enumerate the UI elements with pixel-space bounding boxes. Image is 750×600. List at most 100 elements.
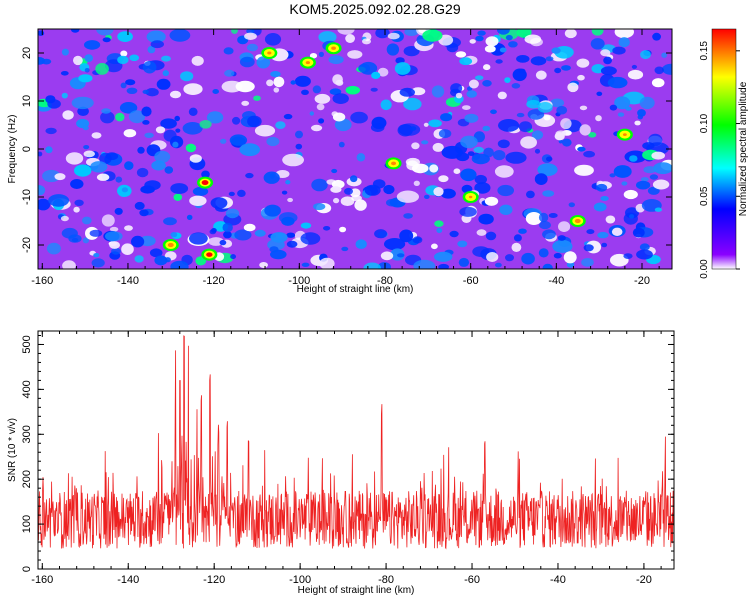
spectrogram-cell [363,262,382,269]
spectrogram-cell [399,229,414,243]
spectrogram-cell [38,185,46,196]
spectrogram-cell [54,173,66,181]
spectrogram-cell [377,262,391,269]
spectrogram-cell [83,145,90,150]
spectrogram-cell [254,124,276,137]
spectrogram-cell [611,227,623,236]
spectrogram-cell [486,252,499,262]
spectrogram-cell [438,175,449,183]
spectrogram-cell [244,32,257,40]
spectrogram-cell [428,119,442,128]
spectrogram-cell [653,162,672,175]
spectrogram-cell [613,165,632,178]
spectrogram-cell [48,194,70,207]
spectrogram-cell [475,75,484,80]
colorbar-axis: 0.00 0.05 0.10 0.15 [699,41,740,279]
spectrogram-cell [96,29,114,36]
spectrogram-cell [151,160,166,171]
spectrogram-cell [636,180,651,190]
spectrogram-cell [189,232,208,245]
spectrogram-cell [518,228,527,234]
spectrogram-cell [398,123,421,136]
spectrogram-cell [91,258,105,268]
spectrogram-cell [358,63,370,73]
spectrogram-cell [74,199,84,206]
spectrogram-cell [173,193,183,201]
spectrogram-cell [62,110,74,120]
spectrogram-cell [170,260,189,269]
spectrogram-cell [457,240,468,248]
spectrogram-cell [413,180,420,186]
spectrogram-cell [586,229,595,235]
spectrogram-cell [319,257,335,269]
spectrogram-cell [139,209,149,217]
spectrogram-cell [188,107,198,117]
spectrogram-cell [180,71,194,82]
x-tick-label: -80 [377,275,393,287]
spectrogram-cell [520,136,537,149]
spectrogram-cell [243,223,256,232]
spectrogram-cell [74,164,92,177]
spectrogram-cell [254,229,266,237]
x-tick-label: -20 [636,574,652,586]
spectrogram-cell [68,234,82,243]
spectrogram-cell [313,203,326,211]
spectrogram-cell [484,45,496,53]
spectrogram-cell [211,228,217,233]
spectrogram-cell [125,79,136,86]
spectrogram-cell [170,183,189,194]
spectrogram-cell [119,102,138,114]
spectrogram-cell [206,111,224,124]
x-tick-label: -100 [289,574,311,586]
spectrogram-cell [82,237,89,244]
spectrogram-cell [560,118,572,130]
spectrogram-cell [270,71,281,78]
spectrogram-cell [115,112,125,122]
spectrogram-cell [495,262,502,268]
spectrogram-cell [542,190,555,197]
spectrogram-cell [374,229,388,239]
spectrogram-cell [264,204,281,217]
spectrogram-cell [124,161,134,171]
spectrogram-cell [651,151,665,160]
spectrogram-cell [600,49,611,57]
spectrogram-cell [557,235,566,241]
spectrogram-cell [605,215,616,224]
spectrogram-cell [146,30,166,43]
spectrogram-cell [163,129,177,142]
spectrogram-cell [174,115,180,122]
spectrogram-cell [579,105,588,111]
spectrogram-cell [554,132,565,141]
spectrogram-cell [300,232,321,245]
spectrogram-cell [117,55,129,65]
spectrogram-cell [453,168,461,174]
spectrogram-cell [154,150,171,163]
spectrogram-cell [483,147,494,158]
spectrogram-cell [418,29,426,34]
spectrogram-cell [583,150,595,158]
colorbar-tick-label: 0.10 [699,113,710,133]
spectrogram-cell [230,254,237,260]
spectrogram-cell [309,53,318,59]
spectrogram-peak [267,51,272,55]
spectrogram-cell [421,140,429,145]
spectrogram-cell [309,111,314,116]
spectrogram-cell [338,141,345,148]
spectrogram-cell [270,232,288,243]
x-tick-label: -140 [117,574,139,586]
spectrogram-cell [440,113,453,122]
x-tick-label: -60 [463,275,479,287]
x-tick-label: -120 [203,275,225,287]
spectrogram-cell [404,29,419,36]
spectrogram-cell [662,63,672,75]
spectrogram-cell [504,77,511,83]
spectrogram-cell [627,69,644,80]
spectrogram-cell [115,176,123,183]
spectrogram-cell [281,190,288,195]
spectrogram-cell [185,143,197,153]
spectrogram-cell [505,151,527,164]
spectrogram-cell [245,172,254,179]
spectrogram-cell [246,43,258,52]
spectrogram-cell [494,165,514,178]
spectrogram-cell [124,225,133,231]
